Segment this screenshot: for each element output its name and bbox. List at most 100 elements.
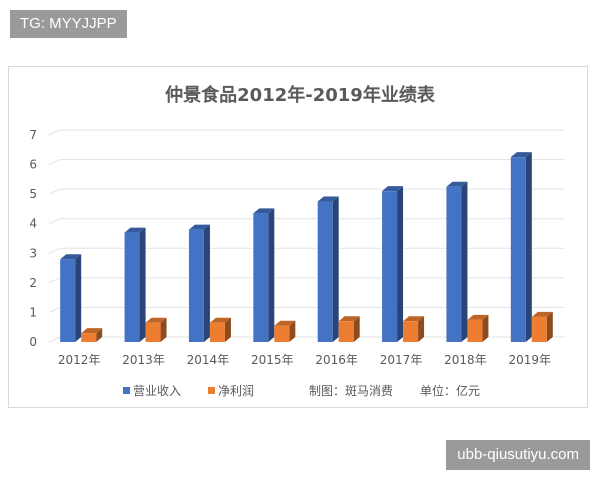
- bar-side: [160, 317, 167, 342]
- bar-side: [546, 311, 553, 342]
- bar-front: [81, 333, 97, 342]
- bar-top: [446, 181, 468, 187]
- bar-top: [531, 311, 553, 317]
- gridline-diag: [48, 159, 61, 166]
- bar-side: [203, 224, 210, 342]
- bar-side: [525, 152, 532, 342]
- bar-front: [510, 157, 526, 342]
- y-tick-label: 6: [29, 158, 37, 172]
- gridline-diag: [48, 336, 61, 343]
- x-tick-label: 2013年: [122, 353, 165, 367]
- gridline-diag: [48, 306, 61, 313]
- bar-top: [317, 196, 339, 202]
- y-tick-label: 5: [29, 187, 37, 201]
- gridline-diag: [48, 277, 61, 284]
- bar-profit-2019年: [531, 311, 553, 342]
- bar-front: [253, 213, 269, 342]
- y-tick-label: 2: [29, 276, 37, 290]
- gridline-diag: [48, 129, 61, 136]
- bar-front: [338, 321, 354, 342]
- bar-top: [209, 317, 231, 323]
- bar-top: [253, 208, 275, 214]
- bar-side: [461, 181, 468, 342]
- bar-top: [188, 224, 210, 230]
- legend-label-revenue: 营业收入: [133, 384, 181, 398]
- bar-top: [338, 316, 360, 322]
- bar-top: [403, 316, 425, 322]
- watermark-bottom: ubb-qiusutiyu.com: [446, 440, 590, 470]
- bar-side: [289, 320, 296, 342]
- y-tick-label: 0: [29, 335, 37, 349]
- bar-revenue-2017年: [382, 186, 404, 342]
- x-tick-label: 2019年: [509, 353, 552, 367]
- bar-side: [332, 196, 339, 342]
- bar-front: [124, 232, 140, 342]
- bar-profit-2013年: [145, 317, 167, 342]
- bar-side: [96, 328, 103, 342]
- bar-revenue-2014年: [188, 224, 210, 342]
- bar-profit-2016年: [338, 316, 360, 342]
- x-tick-label: 2016年: [315, 353, 358, 367]
- bar-profit-2015年: [274, 320, 296, 342]
- gridline-diag: [48, 247, 61, 254]
- chart-credit: 制图：斑马消费: [309, 384, 393, 398]
- legend-marker-profit: [208, 387, 215, 394]
- gridline-diag: [48, 188, 61, 195]
- bar-side: [397, 186, 404, 342]
- bar-front: [403, 321, 419, 342]
- bar-top: [145, 317, 167, 323]
- bar-front: [446, 186, 462, 342]
- y-tick-label: 3: [29, 246, 37, 260]
- bar-revenue-2018年: [446, 181, 468, 342]
- bar-front: [60, 259, 76, 342]
- bar-front: [382, 191, 398, 342]
- x-axis: 2012年 2013年 2014年 2015年 2016年 2017年 2018年 2019年: [58, 353, 551, 367]
- bar-front: [531, 316, 547, 342]
- bar-front: [188, 229, 204, 342]
- bar-profit-2012年: [81, 328, 103, 342]
- chart-title: 仲景食品2012年-2019年业绩表: [165, 84, 436, 106]
- legend-label-profit: 净利润: [218, 384, 254, 398]
- chart-frame: [8, 66, 588, 408]
- legend-marker-revenue: [123, 387, 130, 394]
- y-tick-label: 7: [29, 128, 37, 142]
- bar-side: [139, 227, 146, 342]
- y-tick-label: 1: [29, 305, 37, 319]
- bar-top: [274, 320, 296, 326]
- bar-side: [418, 316, 425, 342]
- x-tick-label: 2017年: [380, 353, 423, 367]
- chart-unit: 单位：亿元: [420, 383, 480, 398]
- y-tick-label: 4: [29, 217, 37, 231]
- bar-side: [353, 316, 360, 342]
- bar-top: [124, 227, 146, 233]
- watermark-top: TG: MYYJJPP: [10, 10, 127, 38]
- bar-revenue-2013年: [124, 227, 146, 342]
- bar-front: [145, 322, 161, 342]
- bar-top: [467, 314, 489, 320]
- bar-top: [510, 152, 532, 158]
- bar-top: [60, 254, 82, 260]
- bar-profit-2018年: [467, 314, 489, 342]
- bar-side: [75, 254, 82, 342]
- x-tick-label: 2012年: [58, 353, 101, 367]
- bar-profit-2014年: [209, 317, 231, 342]
- legend: 营业收入 净利润 制图：斑马消费 单位：亿元: [123, 383, 480, 398]
- bars: [60, 152, 553, 342]
- bar-revenue-2012年: [60, 254, 82, 342]
- gridline-diag: [48, 218, 61, 225]
- bar-side: [224, 317, 231, 342]
- x-tick-label: 2015年: [251, 353, 294, 367]
- bar-front: [209, 322, 225, 342]
- x-tick-label: 2014年: [187, 353, 230, 367]
- bar-top: [81, 328, 103, 334]
- bar-front: [274, 325, 290, 342]
- bar-profit-2017年: [403, 316, 425, 342]
- bar-front: [317, 201, 333, 342]
- bar-revenue-2019年: [510, 152, 532, 342]
- bar-front: [467, 319, 483, 342]
- bar-top: [382, 186, 404, 192]
- y-axis: 0 1 2 3 4 5 6 7: [29, 128, 37, 349]
- bar-revenue-2015年: [253, 208, 275, 342]
- x-tick-label: 2018年: [444, 353, 487, 367]
